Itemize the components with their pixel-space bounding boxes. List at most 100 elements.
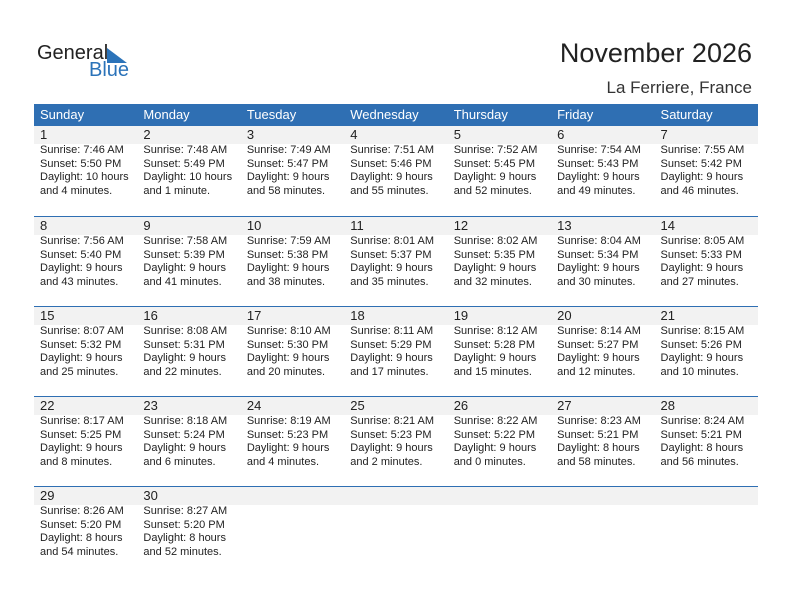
sunset: Sunset: 5:23 PM xyxy=(246,428,329,441)
daylight-minutes: and 52 minutes. xyxy=(143,545,222,558)
daylight-minutes: and 12 minutes. xyxy=(557,365,636,378)
daylight-minutes: and 8 minutes. xyxy=(40,455,113,468)
daylight-minutes: and 30 minutes. xyxy=(557,275,636,288)
daylight: Daylight: 9 hours xyxy=(350,352,433,364)
day-cell: 20 Sunrise: 8:14 AM Sunset: 5:27 PM Dayligh… xyxy=(551,307,654,396)
daylight: Daylight: 9 hours xyxy=(143,442,226,454)
day-cell: 3 Sunrise: 7:49 AM Sunset: 5:47 PM Daylight… xyxy=(241,126,344,216)
daylight: Daylight: 9 hours xyxy=(143,352,226,364)
sunrise: Sunrise: 8:24 AM xyxy=(660,415,745,427)
daylight: Daylight: 9 hours xyxy=(246,352,330,364)
daylight: Daylight: 9 hours xyxy=(350,262,433,274)
day-cell: 2 Sunrise: 7:48 AM Sunset: 5:49 PM Daylight… xyxy=(137,126,240,216)
weekday-tuesday: Tuesday xyxy=(246,107,297,122)
day-number: 10 xyxy=(246,218,262,233)
daylight: Daylight: 9 hours xyxy=(246,171,330,183)
day-cell: 22 Sunrise: 8:17 AM Sunset: 5:25 PM Dayligh… xyxy=(34,397,137,486)
daylight: Daylight: 10 hours xyxy=(40,171,129,183)
day-number: 4 xyxy=(350,127,358,142)
daylight-minutes: and 20 minutes. xyxy=(246,365,326,378)
sunrise: Sunrise: 8:11 AM xyxy=(350,325,434,337)
daylight-minutes: and 32 minutes. xyxy=(453,275,532,288)
page-title: November 2026 xyxy=(559,38,752,68)
daylight: Daylight: 9 hours xyxy=(557,171,640,183)
sunrise: Sunrise: 8:10 AM xyxy=(246,325,331,337)
sunset: Sunset: 5:25 PM xyxy=(40,428,122,441)
daylight: Daylight: 9 hours xyxy=(246,262,330,274)
day-number: 9 xyxy=(143,218,151,233)
sunset: Sunset: 5:20 PM xyxy=(143,518,225,531)
sunset: Sunset: 5:42 PM xyxy=(660,157,742,170)
day-cell: 25 Sunrise: 8:21 AM Sunset: 5:23 PM Dayligh… xyxy=(344,397,447,486)
day-number: 22 xyxy=(40,398,55,413)
week-row: 22 Sunrise: 8:17 AM Sunset: 5:25 PM Dayligh… xyxy=(34,396,758,486)
week-row: 1 Sunrise: 7:46 AM Sunset: 5:50 PM Daylight… xyxy=(34,126,758,216)
sunrise: Sunrise: 8:15 AM xyxy=(660,325,745,337)
daylight-minutes: and 25 minutes. xyxy=(40,365,119,378)
day-number: 11 xyxy=(350,218,364,233)
sunset: Sunset: 5:46 PM xyxy=(350,157,432,170)
day-cell: 19 Sunrise: 8:12 AM Sunset: 5:28 PM Dayligh… xyxy=(448,307,551,396)
daylight: Daylight: 8 hours xyxy=(40,532,123,544)
day-cell: 15 Sunrise: 8:07 AM Sunset: 5:32 PM Dayligh… xyxy=(34,307,137,396)
week-row: 29 Sunrise: 8:26 AM Sunset: 5:20 PM Dayligh… xyxy=(34,486,758,576)
sunrise: Sunrise: 7:52 AM xyxy=(453,144,538,156)
daylight-minutes: and 15 minutes. xyxy=(453,365,532,378)
day-cell: 21 Sunrise: 8:15 AM Sunset: 5:26 PM Dayligh… xyxy=(655,307,758,396)
day-cell: 17 Sunrise: 8:10 AM Sunset: 5:30 PM Dayligh… xyxy=(241,307,344,396)
sunset: Sunset: 5:40 PM xyxy=(40,248,122,261)
daylight-minutes: and 22 minutes. xyxy=(143,365,222,378)
daylight: Daylight: 9 hours xyxy=(660,262,744,274)
daylight-minutes: and 52 minutes. xyxy=(453,184,532,197)
day-number: 21 xyxy=(660,308,675,323)
daylight: Daylight: 8 hours xyxy=(660,442,744,454)
day-number: 23 xyxy=(143,398,158,413)
sunset: Sunset: 5:21 PM xyxy=(660,428,742,441)
weekday-wednesday: Wednesday xyxy=(350,107,419,122)
sunset: Sunset: 5:38 PM xyxy=(246,248,329,261)
sunrise: Sunrise: 7:55 AM xyxy=(660,144,745,156)
sunset: Sunset: 5:28 PM xyxy=(453,338,536,351)
daylight: Daylight: 9 hours xyxy=(40,442,123,454)
sunrise: Sunrise: 7:58 AM xyxy=(143,235,228,247)
sunrise: Sunrise: 8:02 AM xyxy=(453,235,538,247)
day-cell: 18 Sunrise: 8:11 AM Sunset: 5:29 PM Dayligh… xyxy=(344,307,447,396)
weekday-sunday: Sunday xyxy=(40,107,85,122)
sunrise: Sunrise: 8:26 AM xyxy=(40,505,124,517)
day-number: 14 xyxy=(660,218,675,233)
logo-triangle-icon xyxy=(107,48,127,63)
week-row: 8 Sunrise: 7:56 AM Sunset: 5:40 PM Daylight… xyxy=(34,216,758,306)
sunrise: Sunrise: 8:22 AM xyxy=(453,415,538,427)
sunset: Sunset: 5:24 PM xyxy=(143,428,225,441)
day-number: 26 xyxy=(453,398,469,413)
daylight: Daylight: 8 hours xyxy=(143,532,226,544)
day-cell: 13 Sunrise: 8:04 AM Sunset: 5:34 PM Dayligh… xyxy=(551,217,654,306)
day-number: 15 xyxy=(40,308,55,323)
week-row: 15 Sunrise: 8:07 AM Sunset: 5:32 PM Dayligh… xyxy=(34,306,758,396)
day-cell: 6 Sunrise: 7:54 AM Sunset: 5:43 PM Daylight… xyxy=(551,126,654,216)
daylight-minutes: and 0 minutes. xyxy=(453,455,526,468)
daylight-minutes: and 10 minutes. xyxy=(660,365,739,378)
logo-blue: Blue xyxy=(89,59,130,81)
day-cell: 27 Sunrise: 8:23 AM Sunset: 5:21 PM Dayligh… xyxy=(551,397,654,486)
sunset: Sunset: 5:45 PM xyxy=(453,157,536,170)
daylight: Daylight: 9 hours xyxy=(660,352,744,364)
daylight-minutes: and 1 minute. xyxy=(143,184,211,197)
sunrise: Sunrise: 8:12 AM xyxy=(453,325,538,337)
weekday-monday: Monday xyxy=(143,107,190,122)
sunrise: Sunrise: 8:07 AM xyxy=(40,325,124,337)
daylight-minutes: and 27 minutes. xyxy=(660,275,739,288)
daylight-minutes: and 55 minutes. xyxy=(350,184,429,197)
daylight: Daylight: 8 hours xyxy=(557,442,640,454)
day-number: 8 xyxy=(40,218,48,233)
day-number-band xyxy=(34,397,758,415)
day-cell: 7 Sunrise: 7:55 AM Sunset: 5:42 PM Daylight… xyxy=(655,126,758,216)
daylight: Daylight: 9 hours xyxy=(453,352,537,364)
sunrise: Sunrise: 7:46 AM xyxy=(40,144,124,156)
sunset: Sunset: 5:20 PM xyxy=(40,518,122,531)
daylight-minutes: and 2 minutes. xyxy=(350,455,423,468)
sunset: Sunset: 5:35 PM xyxy=(453,248,536,261)
day-number: 18 xyxy=(350,308,365,323)
sunset: Sunset: 5:37 PM xyxy=(350,248,432,261)
daylight-minutes: and 6 minutes. xyxy=(143,455,216,468)
